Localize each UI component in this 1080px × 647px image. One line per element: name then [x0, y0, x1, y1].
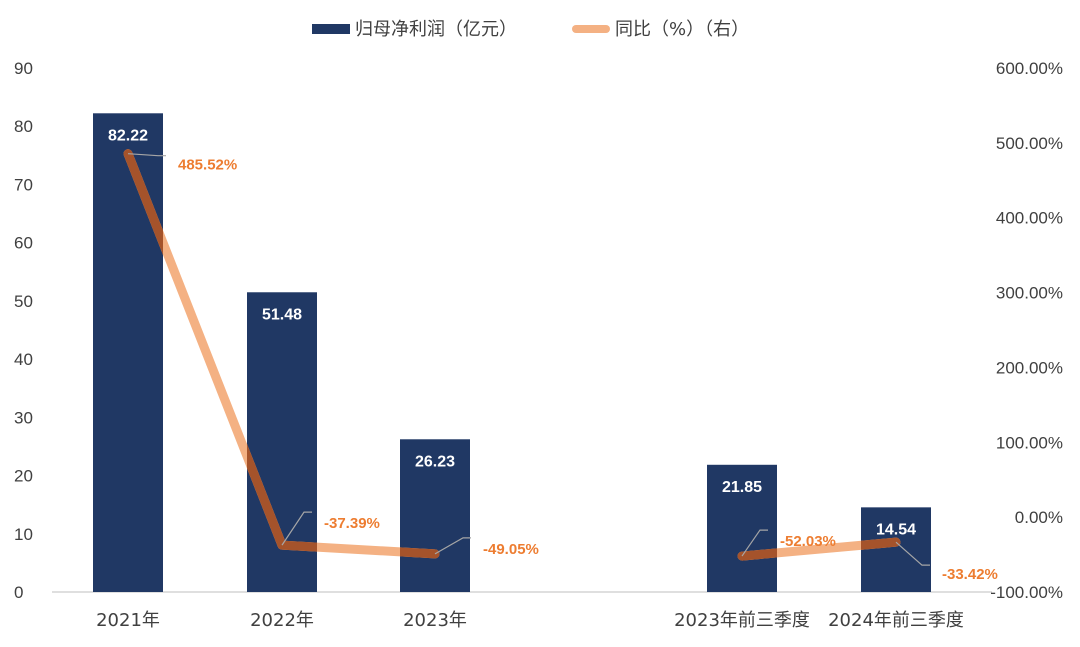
category-label: 2023年 [403, 610, 467, 631]
left-axis: 0 10 20 30 40 50 60 70 80 90 [14, 59, 33, 602]
right-tick-label: 400.00% [996, 209, 1063, 228]
bar [400, 439, 470, 592]
bar-value-label: 21.85 [722, 479, 762, 496]
legend-label-line: 同比（%）（右） [615, 19, 749, 40]
right-tick-label: 200.00% [996, 358, 1063, 377]
leader-line [895, 541, 930, 566]
category-label: 2021年 [96, 610, 160, 631]
left-tick-label: 10 [14, 525, 33, 544]
right-tick-label: 600.00% [996, 59, 1063, 78]
growth-value-label: -33.42% [942, 566, 998, 583]
bar-value-label: 51.48 [262, 306, 302, 323]
right-tick-label: 300.00% [996, 284, 1063, 303]
legend-swatch-bar [312, 24, 350, 34]
bar [93, 113, 163, 593]
bars [93, 113, 931, 593]
right-tick-label: 500.00% [996, 134, 1063, 153]
bar-value-label: 26.23 [415, 453, 455, 470]
right-tick-label: 0.00% [1015, 508, 1063, 527]
leader-line [281, 511, 312, 546]
leader-line [434, 537, 471, 555]
category-label: 2024年前三季度 [828, 610, 964, 631]
legend-label-bar: 归母净利润（亿元） [355, 19, 517, 40]
leader-line [127, 153, 166, 157]
left-tick-label: 30 [14, 408, 33, 427]
bar-value-label: 14.54 [876, 521, 916, 538]
leader-line [741, 529, 768, 557]
left-tick-label: 90 [14, 59, 33, 78]
right-tick-label: 100.00% [996, 433, 1063, 452]
category-labels: 2021年 2022年 2023年 2023年前三季度 2024年前三季度 [96, 610, 964, 631]
growth-value-label: -52.03% [780, 533, 836, 550]
legend-swatch-line [572, 25, 610, 33]
left-tick-label: 40 [14, 350, 33, 369]
leader-lines [127, 153, 930, 566]
legend: 归母净利润（亿元） 同比（%）（右） [312, 19, 749, 40]
left-tick-label: 80 [14, 117, 33, 136]
bar-value-label: 82.22 [108, 127, 148, 144]
growth-value-label: -37.39% [324, 515, 380, 532]
right-tick-label: -100.00% [990, 583, 1063, 602]
left-tick-label: 20 [14, 467, 33, 486]
data-labels: 82.22 51.48 26.23 21.85 14.54 485.52% -37.39% -… [108, 127, 998, 583]
left-tick-label: 50 [14, 292, 33, 311]
left-tick-label: 0 [14, 583, 23, 602]
line-layer [123, 149, 901, 561]
growth-value-label: -49.05% [483, 541, 539, 558]
category-label: 2023年前三季度 [674, 610, 810, 631]
category-label: 2022年 [250, 610, 314, 631]
right-axis: -100.00% 0.00% 100.00% 200.00% 300.00% 400.00… [990, 59, 1063, 602]
bar [861, 507, 931, 592]
left-tick-label: 70 [14, 175, 33, 194]
bar [707, 464, 777, 592]
growth-value-label: 485.52% [178, 157, 237, 174]
left-tick-label: 60 [14, 234, 33, 253]
